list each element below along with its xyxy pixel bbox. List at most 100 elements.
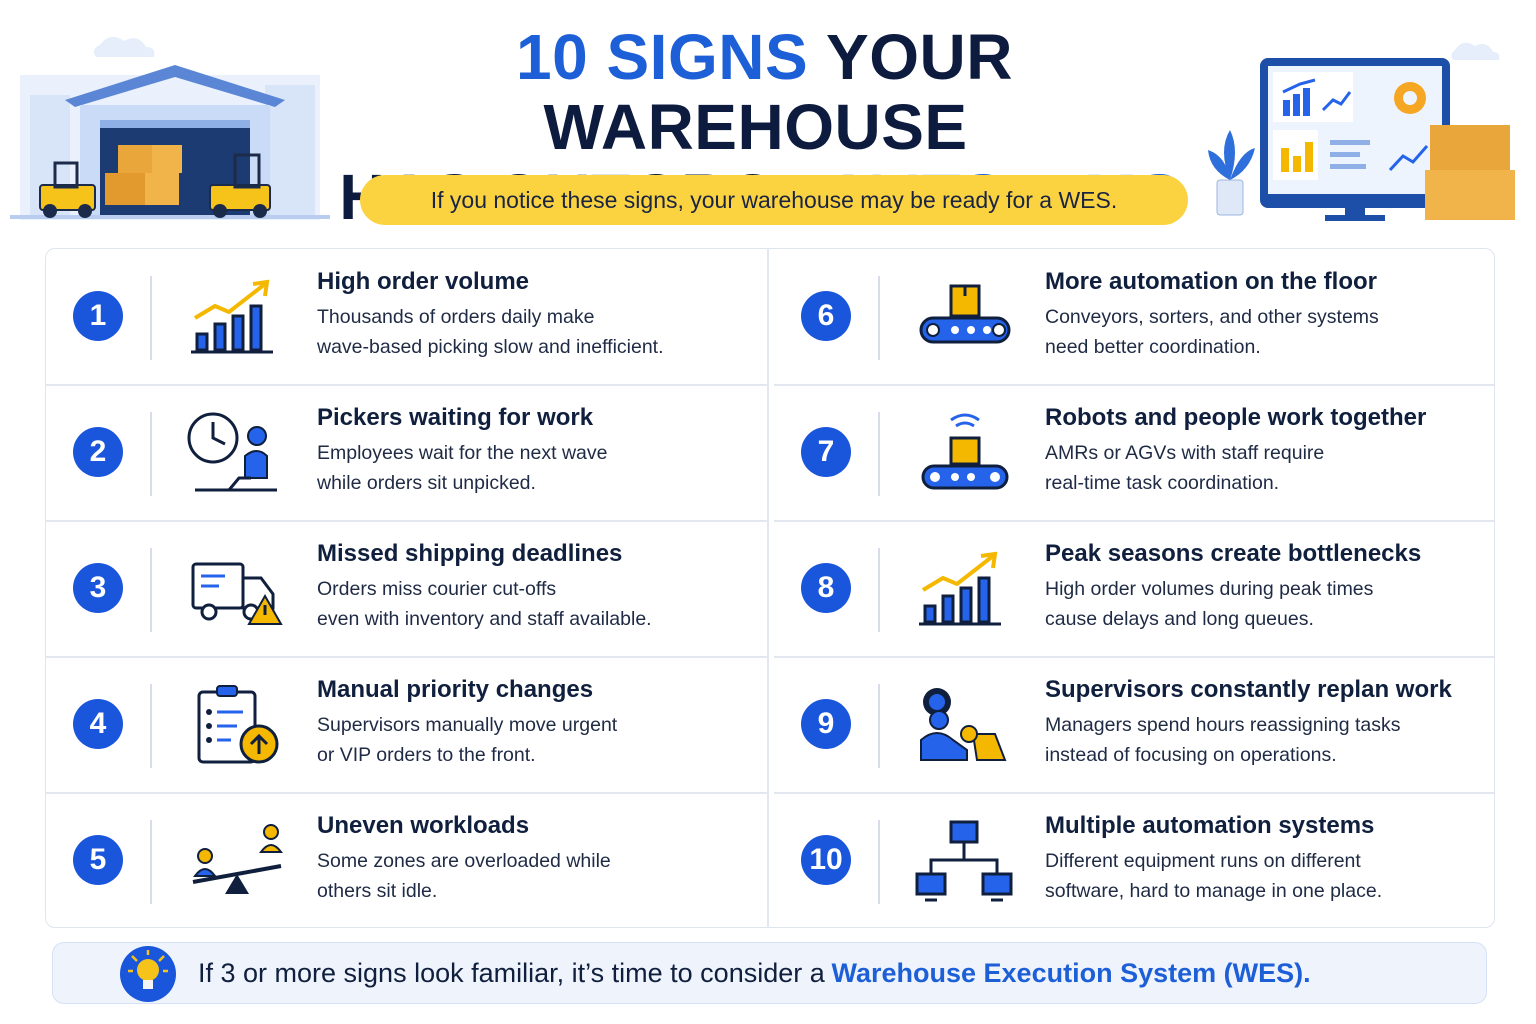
sign-description: Conveyors, sorters, and other systems nee… <box>1045 302 1379 362</box>
sign-description: Different equipment runs on different sof… <box>1045 846 1382 906</box>
decoration <box>949 820 979 844</box>
decoration <box>191 562 283 625</box>
footer-segment: If 3 or more signs look familiar, it’s t… <box>198 958 825 988</box>
signs-card <box>45 248 1495 928</box>
decoration <box>192 824 283 894</box>
decoration <box>1330 140 1370 145</box>
footer-text: If 3 or more signs look familiar, it’s t… <box>198 942 1311 1004</box>
sign-title: Manual priority changes <box>317 676 594 703</box>
decoration <box>919 284 1011 344</box>
description-line: cause delays and long queues. <box>1045 608 1314 630</box>
description-line: Different equipment runs on different <box>1045 850 1361 872</box>
decoration <box>977 576 991 624</box>
description-line: others sit idle. <box>317 880 438 902</box>
decoration <box>992 323 1006 337</box>
warehouse-illustration <box>10 36 330 220</box>
decoration <box>263 824 279 840</box>
row-divider <box>46 656 768 658</box>
decoration <box>1388 145 1429 172</box>
decoration <box>1303 88 1310 116</box>
footer-segment: Warehouse Execution System (WES). <box>831 958 1311 988</box>
decoration <box>921 554 995 592</box>
footer-banner <box>52 942 1487 1004</box>
decoration <box>971 733 1007 761</box>
decoration <box>1208 130 1255 180</box>
decoration <box>990 472 1000 482</box>
description-line: even with inventory and staff available. <box>317 608 652 630</box>
decoration <box>929 858 999 874</box>
decoration <box>197 848 213 864</box>
decoration <box>145 173 179 205</box>
decoration <box>1282 78 1316 94</box>
decoration <box>137 959 159 981</box>
cell-divider <box>150 412 152 496</box>
decoration <box>949 436 981 466</box>
sign-number: 6 <box>801 291 851 341</box>
sign-title: Robots and people work together <box>1045 404 1427 431</box>
decoration <box>143 980 153 989</box>
sign-icon <box>185 816 285 906</box>
decoration <box>941 594 955 624</box>
decoration <box>213 322 227 352</box>
decoration <box>225 874 249 894</box>
decoration <box>919 316 1011 344</box>
sign-number: 4 <box>73 699 123 749</box>
decoration <box>193 868 217 877</box>
decoration <box>1293 94 1300 116</box>
sign-icon <box>185 408 285 498</box>
sign-icon <box>913 680 1013 770</box>
description-line: Conveyors, sorters, and other systems <box>1045 306 1379 328</box>
decoration <box>244 450 268 479</box>
decoration <box>923 604 937 624</box>
description-line: wave-based picking slow and inefficient. <box>317 336 664 358</box>
decoration <box>1321 91 1352 112</box>
decoration <box>53 161 79 189</box>
sign-icon <box>913 544 1013 634</box>
sign-number: 10 <box>801 835 851 885</box>
description-line: real-time task coordination. <box>1045 472 1280 494</box>
row-divider <box>774 656 1494 658</box>
description-line: software, hard to manage in one place. <box>1045 880 1383 902</box>
decoration <box>39 184 96 211</box>
decoration <box>981 872 1013 896</box>
sign-title: More automation on the floor <box>1045 268 1377 295</box>
sign-description: Employees wait for the next wave while or… <box>317 438 607 498</box>
description-line: or VIP orders to the front. <box>317 744 536 766</box>
decoration <box>197 685 279 764</box>
cell-divider <box>150 276 152 360</box>
cell-divider <box>878 684 880 768</box>
decoration <box>1345 208 1365 216</box>
sign-icon <box>913 272 1013 362</box>
title-segment: YOUR WAREHOUSE <box>543 21 1013 163</box>
description-line: Supervisors manually move urgent <box>317 714 618 736</box>
bulb-icon <box>120 946 176 1002</box>
sign-description: AMRs or AGVs with staff require real-time… <box>1045 438 1324 498</box>
decoration <box>206 737 212 743</box>
decoration <box>951 326 959 334</box>
description-line: while orders sit unpicked. <box>317 472 536 494</box>
decoration <box>105 173 145 205</box>
sign-description: Managers spend hours reassigning tasks in… <box>1045 710 1401 770</box>
decoration <box>65 65 285 107</box>
decoration <box>1305 142 1313 172</box>
subtitle: If you notice these signs, your warehous… <box>360 175 1188 225</box>
decoration <box>118 145 152 173</box>
sign-number: 5 <box>73 835 123 885</box>
cell-divider <box>150 820 152 904</box>
decoration <box>920 732 968 761</box>
decoration <box>960 725 978 743</box>
decoration <box>206 709 212 715</box>
decoration <box>206 723 212 729</box>
decoration <box>78 204 92 218</box>
decoration <box>926 323 940 337</box>
dashboard-illustration <box>1208 42 1515 221</box>
decoration <box>930 472 940 482</box>
sign-title: High order volume <box>317 268 530 295</box>
decoration <box>152 145 182 173</box>
decoration <box>921 413 1009 490</box>
sign-title: Multiple automation systems <box>1045 812 1375 839</box>
description-line: Thousands of orders daily make <box>317 306 595 328</box>
sign-title: Peak seasons create bottlenecks <box>1045 540 1422 567</box>
sign-description: Thousands of orders daily make wave-based… <box>317 302 664 362</box>
decoration <box>249 304 263 352</box>
